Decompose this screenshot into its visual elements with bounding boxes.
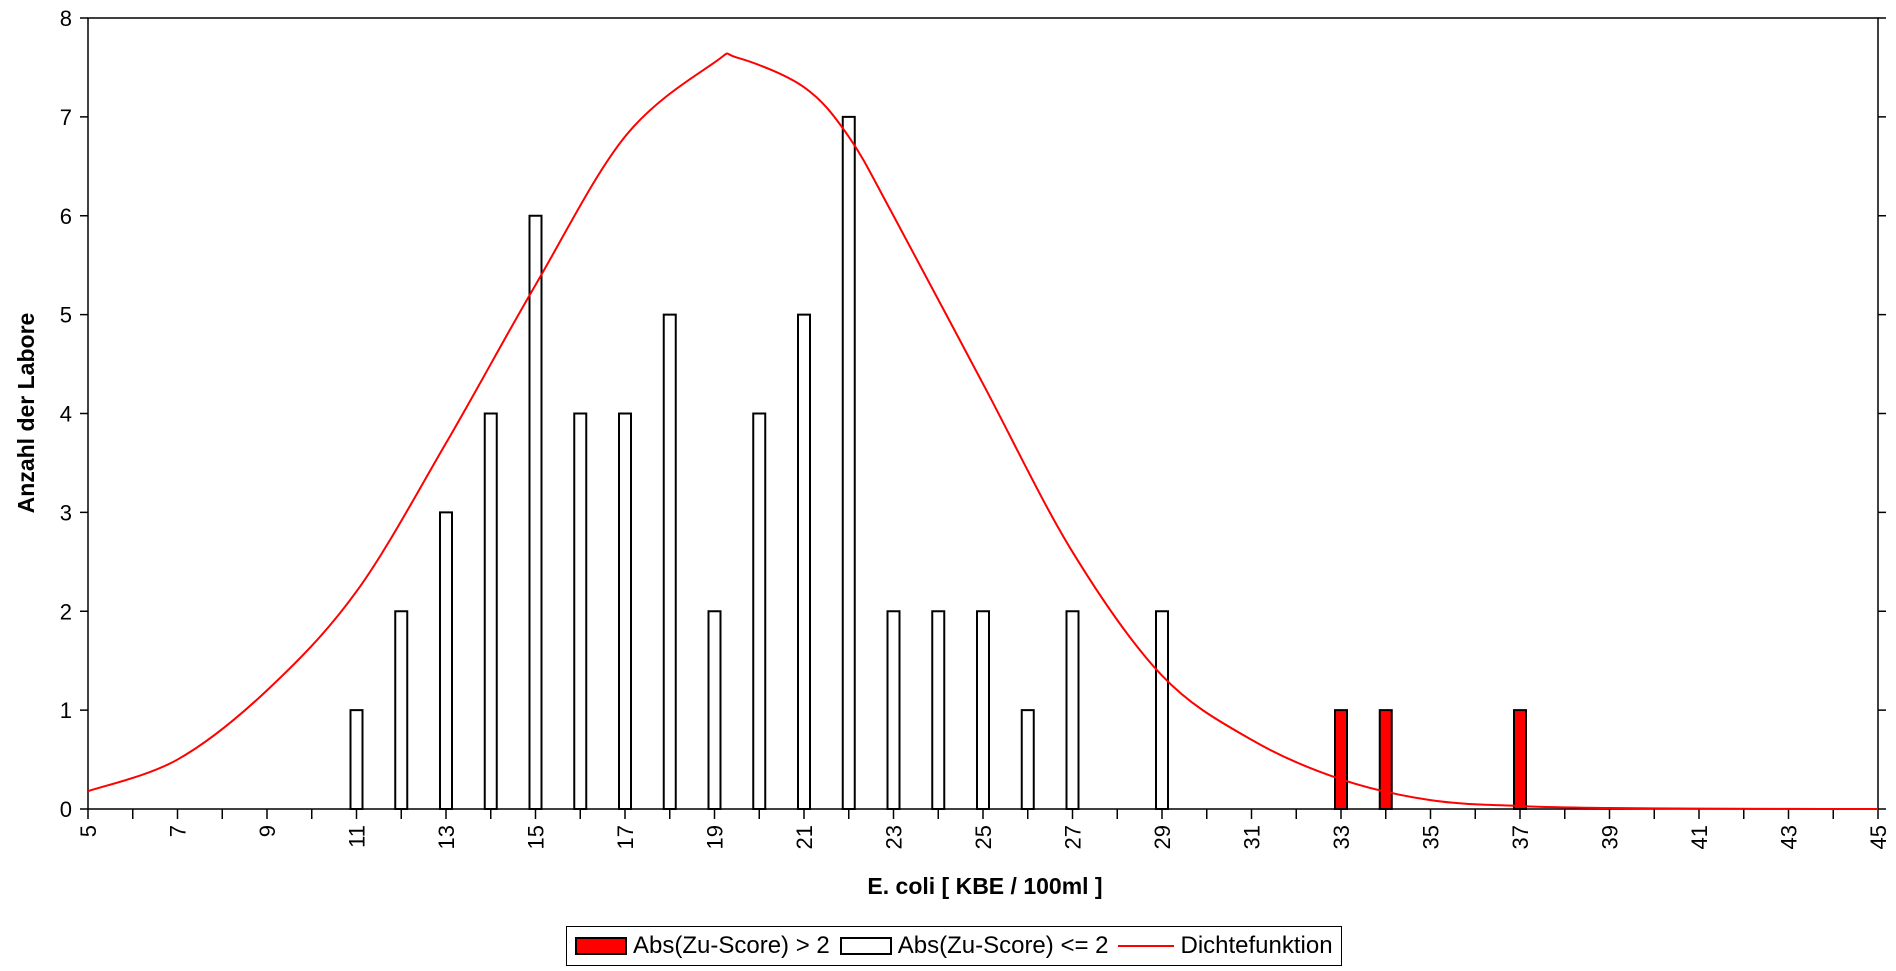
bar-normal xyxy=(528,214,543,810)
y-tick-label: 0 xyxy=(60,797,72,822)
bar-normal xyxy=(439,511,453,810)
legend-item-normal: Abs(Zu-Score) <= 2 xyxy=(839,932,1109,960)
legend: Abs(Zu-Score) > 2 Abs(Zu-Score) <= 2 Dic… xyxy=(566,926,1342,966)
y-tick-label: 3 xyxy=(60,500,72,525)
density-curve xyxy=(87,52,1879,810)
bar-normal xyxy=(1020,709,1035,810)
bar-normal xyxy=(483,412,498,810)
legend-item-density: Dichtefunktion xyxy=(1118,932,1333,960)
legend-swatch-outlier xyxy=(575,937,627,955)
legend-label-density: Dichtefunktion xyxy=(1180,932,1333,959)
bar-outlier xyxy=(1513,709,1527,810)
x-tick-label: 23 xyxy=(882,825,907,849)
x-tick-label: 39 xyxy=(1598,825,1623,849)
y-tick-label: 4 xyxy=(60,402,72,427)
bar-normal xyxy=(1155,610,1169,810)
bar-normal xyxy=(349,709,364,810)
x-tick-label: 15 xyxy=(524,825,549,849)
bar-outlier xyxy=(1378,709,1393,810)
legend-swatch-density xyxy=(1118,945,1175,947)
y-tick-label: 5 xyxy=(60,303,72,328)
legend-label-outlier: Abs(Zu-Score) > 2 xyxy=(633,932,830,959)
x-tick-label: 11 xyxy=(345,825,370,848)
x-tick-label: 19 xyxy=(703,825,728,849)
bar-normal xyxy=(841,115,856,810)
y-tick-labels: 0 1 2 3 4 5 6 7 8 xyxy=(60,6,72,822)
x-tick-label: 41 xyxy=(1687,825,1712,849)
y-tick-label: 8 xyxy=(60,6,72,31)
x-tick-label: 5 xyxy=(76,825,101,837)
bar-normal xyxy=(976,610,990,810)
bar-normal xyxy=(707,610,722,810)
x-tick-label: 35 xyxy=(1419,825,1444,849)
bar-normal xyxy=(752,412,767,810)
y-tick-label: 6 xyxy=(60,204,72,229)
x-tick-label: 7 xyxy=(166,825,191,837)
bars xyxy=(349,115,1527,810)
axis-ticks xyxy=(80,17,1886,819)
x-tick-label: 9 xyxy=(255,825,280,837)
histogram-chart: 5 7 9 11 13 15 17 19 21 23 25 27 29 31 33 35 37 39 41 43 45 … xyxy=(13,6,1891,899)
y-tick-label: 1 xyxy=(60,698,72,723)
y-axis-title: Anzahl der Labore xyxy=(13,313,39,514)
x-tick-label: 27 xyxy=(1061,825,1086,849)
x-tick-label: 45 xyxy=(1866,825,1891,849)
x-tick-label: 33 xyxy=(1329,825,1354,849)
legend-label-normal: Abs(Zu-Score) <= 2 xyxy=(897,932,1109,959)
x-tick-label: 17 xyxy=(613,825,638,849)
bar-normal xyxy=(886,610,901,810)
x-tick-label: 29 xyxy=(1150,825,1175,849)
x-tick-label: 37 xyxy=(1508,825,1533,849)
x-tick-label: 13 xyxy=(434,825,459,849)
bar-normal xyxy=(662,313,677,810)
x-axis-title: E. coli [ KBE / 100ml ] xyxy=(867,873,1102,899)
bar-normal xyxy=(1065,610,1080,810)
bar-normal xyxy=(394,610,409,810)
x-tick-label: 43 xyxy=(1777,825,1802,849)
x-tick-label: 31 xyxy=(1240,825,1265,849)
bar-normal xyxy=(797,313,811,810)
legend-item-outlier: Abs(Zu-Score) > 2 xyxy=(575,932,830,960)
bar-normal xyxy=(573,412,588,810)
x-tick-label: 25 xyxy=(971,825,996,849)
bar-outlier xyxy=(1334,709,1348,810)
bar-normal xyxy=(931,610,946,810)
x-tick-labels: 5 7 9 11 13 15 17 19 21 23 25 27 29 31 33 35 37 39 41 43 45 xyxy=(76,825,1891,849)
bar-normal xyxy=(618,412,632,810)
y-tick-label: 7 xyxy=(60,105,72,130)
y-tick-label: 2 xyxy=(60,599,72,624)
legend-swatch-normal xyxy=(839,937,892,955)
density-line xyxy=(87,52,1879,810)
x-tick-label: 21 xyxy=(792,825,817,849)
